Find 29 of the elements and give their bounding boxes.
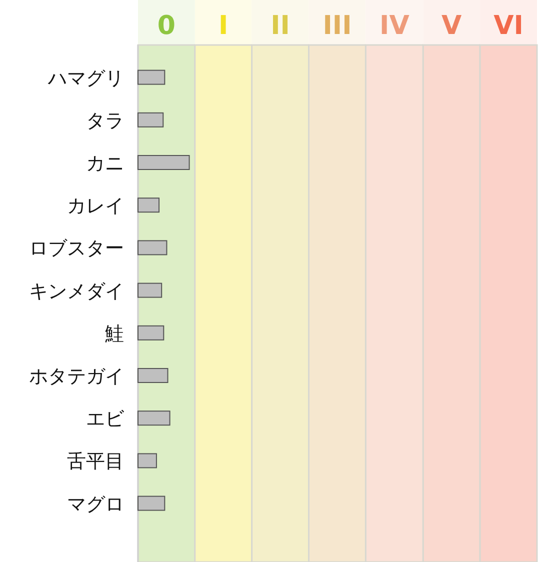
bar <box>138 410 170 426</box>
y-tick-label: 鮭 <box>105 322 124 345</box>
bar <box>138 240 168 256</box>
bar <box>138 155 190 170</box>
band-label: IV <box>380 11 410 41</box>
bar <box>138 453 157 468</box>
y-tick-label: カニ <box>86 152 124 174</box>
y-tick-label: ホタテガイ <box>29 366 124 388</box>
band-label: III <box>322 11 352 41</box>
y-tick-label: ロブスター <box>29 238 124 260</box>
y-tick-label: 舌平目 <box>67 450 124 473</box>
bar <box>138 198 160 213</box>
band-label: V <box>442 11 462 41</box>
band-label: II <box>270 11 290 41</box>
y-tick-label: マグロ <box>67 493 124 516</box>
bar <box>138 325 164 340</box>
bar <box>138 282 162 298</box>
bar <box>138 496 166 511</box>
band-label: 0 <box>157 11 176 41</box>
y-tick-label: エビ <box>86 408 125 430</box>
bar <box>138 368 168 383</box>
band-label: I <box>218 11 228 41</box>
bar <box>138 70 166 85</box>
y-tick-label: ハマグリ <box>47 67 124 90</box>
y-tick-label: タラ <box>86 110 124 132</box>
y-tick-label: カレイ <box>67 195 124 218</box>
band-label: VI <box>494 11 524 41</box>
bar <box>138 112 164 128</box>
y-tick-label: キンメダイ <box>29 280 124 302</box>
